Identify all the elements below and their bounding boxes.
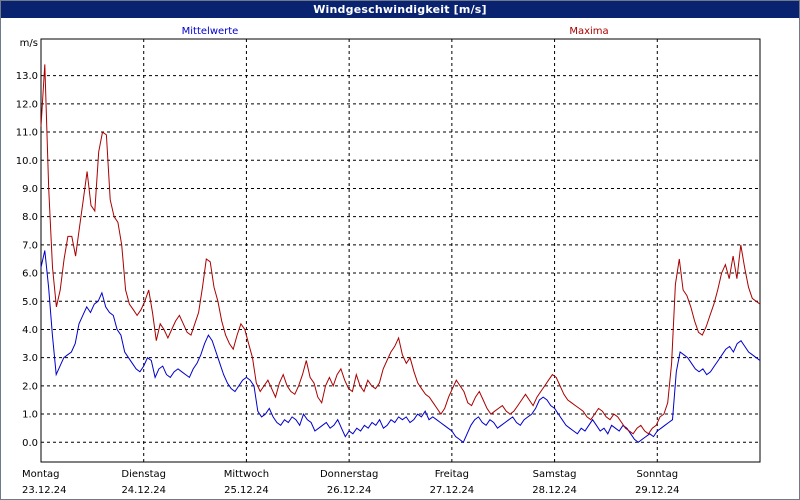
x-tick-date: 26.12.24 bbox=[327, 485, 372, 496]
y-tick-label: 1.0 bbox=[22, 410, 38, 421]
x-tick-date: 25.12.24 bbox=[224, 485, 269, 496]
y-axis-label: m/s bbox=[20, 38, 38, 49]
y-tick-label: 9.0 bbox=[22, 184, 38, 195]
x-tick-day: Dienstag bbox=[121, 469, 166, 480]
x-tick-day: Donnerstag bbox=[320, 469, 378, 480]
x-tick-date: 24.12.24 bbox=[121, 485, 166, 496]
x-tick-day: Sonntag bbox=[637, 469, 679, 480]
x-tick-date: 27.12.24 bbox=[430, 485, 475, 496]
chart-title: Windgeschwindigkeit [m/s] bbox=[1, 1, 799, 18]
plot-border bbox=[40, 38, 761, 463]
series-lines bbox=[40, 64, 761, 444]
y-axis: 0.0 1.0 2.0 3.0 4.0 5.0 6.0 7.0 8.0 9.0 10.0 11.0 12… bbox=[16, 38, 38, 449]
y-tick-label: 13.0 bbox=[16, 71, 38, 82]
series-line-maxima bbox=[40, 64, 761, 435]
y-tick-label: 12.0 bbox=[16, 99, 38, 110]
y-tick-label: 7.0 bbox=[22, 240, 38, 251]
y-tick-label: 3.0 bbox=[22, 353, 38, 364]
legend-entry: Mittelwerte bbox=[182, 26, 239, 37]
y-tick-label: 5.0 bbox=[22, 297, 38, 308]
x-tick-date: 23.12.24 bbox=[22, 485, 67, 496]
wind-speed-chart: 0.0 1.0 2.0 3.0 4.0 5.0 6.0 7.0 8.0 9.0 10.0 11.0 12… bbox=[16, 26, 761, 496]
legend: Mittelwerte Maxima bbox=[182, 26, 609, 37]
y-tick-label: 11.0 bbox=[16, 128, 38, 139]
x-tick-date: 29.12.24 bbox=[635, 485, 680, 496]
y-tick-label: 0.0 bbox=[22, 438, 38, 449]
x-tick-day: Freitag bbox=[435, 469, 469, 480]
y-tick-label: 8.0 bbox=[22, 212, 38, 223]
x-tick-day: Montag bbox=[22, 469, 59, 480]
x-tick-date: 28.12.24 bbox=[532, 485, 577, 496]
legend-entry: Maxima bbox=[569, 26, 608, 37]
y-tick-label: 2.0 bbox=[22, 381, 38, 392]
y-tick-label: 6.0 bbox=[22, 269, 38, 280]
x-tick-day: Samstag bbox=[533, 469, 577, 480]
plot-frame bbox=[40, 38, 761, 463]
series-line-mittelwerte bbox=[40, 250, 761, 444]
y-tick-label: 4.0 bbox=[22, 325, 38, 336]
x-axis: Montag 23.12.24 Dienstag 24.12.24 Mittwoch 25… bbox=[22, 469, 680, 496]
grid bbox=[41, 39, 760, 462]
x-tick-day: Mittwoch bbox=[224, 469, 269, 480]
y-tick-label: 10.0 bbox=[16, 156, 38, 167]
